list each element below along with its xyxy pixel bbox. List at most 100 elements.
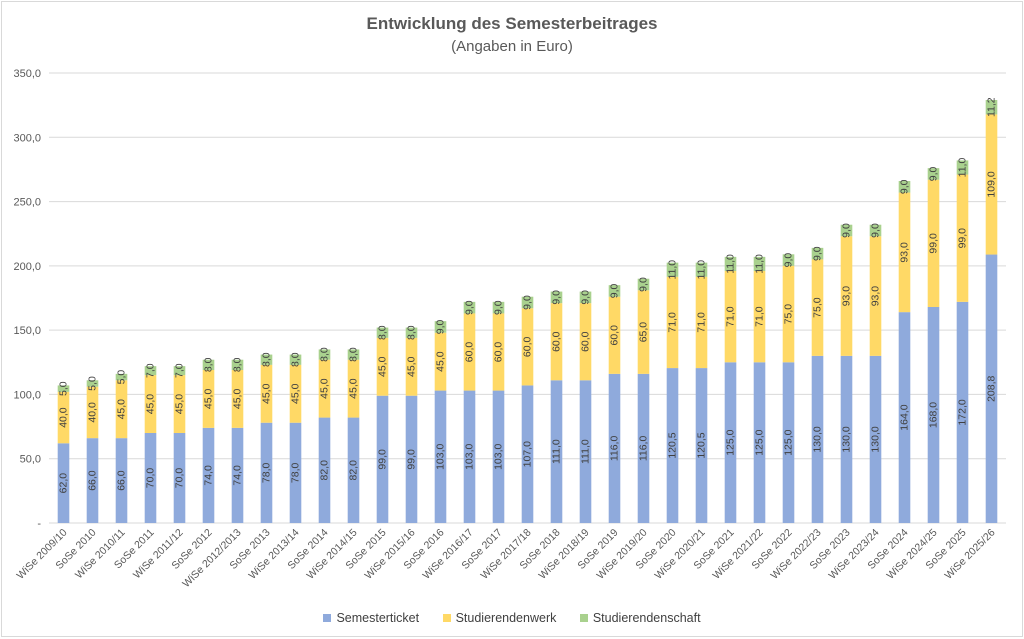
data-label: 11,0 xyxy=(754,254,766,274)
bar-segment-studierendenschaft xyxy=(608,285,621,297)
bar-segment-studierendenwerk xyxy=(260,364,273,423)
data-label: 62,0 xyxy=(58,473,70,494)
bar-segment-studierendenschaft xyxy=(724,256,737,271)
data-label: 93,0 xyxy=(899,242,911,263)
legend-item-studierendenschaft: Studierendenschaft xyxy=(579,611,701,625)
bar-segment-semesterticket xyxy=(318,417,331,523)
data-label: 40,0 xyxy=(58,407,70,428)
bar-segment-semesterticket xyxy=(840,355,853,523)
bar-segment-studierendenschaft xyxy=(144,366,157,376)
bar-segment-studierendenwerk xyxy=(550,303,563,381)
data-label: 40,0 xyxy=(87,402,99,423)
data-label: 66,0 xyxy=(116,470,128,491)
data-label: 8,0 xyxy=(290,352,302,367)
data-label: 5,0 xyxy=(87,376,99,391)
bar-segment-studierendenschaft xyxy=(289,354,302,365)
bar-segment-studierendenwerk xyxy=(202,370,215,428)
bar-segment-studierendenschaft xyxy=(463,301,476,314)
data-label: 45,0 xyxy=(348,378,360,399)
data-label: 9,0 xyxy=(580,290,592,305)
legend-swatch-studierendenschaft xyxy=(579,614,588,622)
data-label: 125,0 xyxy=(783,429,795,455)
data-label: 74,0 xyxy=(232,465,244,486)
data-label: 45,0 xyxy=(145,394,157,415)
bar-segment-studierendenwerk xyxy=(86,386,99,439)
bar-segment-studierendenschaft xyxy=(840,224,853,237)
bar-segment-semesterticket xyxy=(753,362,766,523)
bar-segment-studierendenwerk xyxy=(376,337,389,396)
y-tick-label: 350,0 xyxy=(13,68,41,80)
data-label: 9,0 xyxy=(551,290,563,305)
data-label: 9,0 xyxy=(435,319,447,334)
bar-segment-studierendenschaft xyxy=(173,366,186,376)
data-label: 45,0 xyxy=(406,356,418,377)
bar-segment-studierendenwerk xyxy=(724,271,737,363)
data-label: 5,0 xyxy=(116,370,128,385)
data-label: 45,0 xyxy=(174,394,186,415)
bar-segment-studierendenwerk xyxy=(985,114,998,255)
data-label: 71,0 xyxy=(696,312,708,333)
data-label: 5,0 xyxy=(58,381,70,396)
bar-segment-semesterticket xyxy=(260,422,273,523)
data-label: 111,0 xyxy=(551,439,563,464)
bar-segment-semesterticket xyxy=(289,422,302,523)
stacked-bar-chart: - 50,0 100,0 150,0 200,0 250,0 300,0 350,0 62,0 4… xyxy=(13,68,1006,590)
bar-segment-semesterticket xyxy=(347,417,360,523)
data-label: 82,0 xyxy=(348,460,360,481)
bar-segment-studierendenschaft xyxy=(550,291,563,304)
bar-segment-studierendenwerk xyxy=(463,313,476,391)
bar-segment-studierendenwerk xyxy=(927,179,940,307)
bar-segment-studierendenschaft xyxy=(231,359,244,370)
data-label: 99,0 xyxy=(377,449,389,470)
data-label: 11,2 xyxy=(986,97,998,117)
bar-segment-studierendenschaft xyxy=(811,247,824,260)
bar-segment-studierendenwerk xyxy=(956,174,969,302)
legend-label-studierendenwerk: Studierendenwerk xyxy=(455,611,557,625)
data-label: 109,0 xyxy=(986,171,998,197)
data-label: 71,0 xyxy=(725,306,737,327)
bar-segment-studierendenwerk xyxy=(811,259,824,356)
legend-swatch-studierendenwerk xyxy=(442,614,451,622)
bar-segment-studierendenschaft xyxy=(347,349,360,360)
bar-segment-semesterticket xyxy=(869,355,882,523)
bar-segment-studierendenschaft xyxy=(202,359,215,370)
bar-segment-studierendenwerk xyxy=(869,236,882,356)
bar-segment-semesterticket xyxy=(521,385,534,523)
y-tick-label: 300,0 xyxy=(13,132,41,144)
data-label: 8,0 xyxy=(406,325,418,340)
legend-swatch-semesterticket xyxy=(323,614,332,622)
data-label: 9,0 xyxy=(812,246,824,261)
data-label: 45,0 xyxy=(319,378,331,399)
data-label: 70,0 xyxy=(145,468,157,489)
bar-segment-studierendenschaft xyxy=(985,100,998,115)
data-label: 107,0 xyxy=(522,441,534,467)
data-label: 11,0 xyxy=(667,260,679,280)
data-label: 9,0 xyxy=(841,223,853,238)
data-label: 11,0 xyxy=(725,254,737,274)
data-label: 45,0 xyxy=(116,399,128,420)
bar-segment-studierendenwerk xyxy=(231,370,244,428)
data-label: 8,0 xyxy=(232,357,244,372)
y-tick-label: 200,0 xyxy=(13,261,41,273)
bar-segment-studierendenwerk xyxy=(492,313,505,391)
bar-segment-studierendenschaft xyxy=(57,385,70,392)
data-label: 11,0 xyxy=(696,260,708,280)
data-label: 116,0 xyxy=(609,436,621,462)
data-label: 60,0 xyxy=(464,342,476,363)
data-label: 71,0 xyxy=(667,312,679,333)
data-label: 208,8 xyxy=(986,375,998,401)
bar-segment-semesterticket xyxy=(695,368,708,523)
data-label: 45,0 xyxy=(203,389,215,410)
data-label: 164,0 xyxy=(899,404,911,430)
data-label: 9,0 xyxy=(928,166,940,181)
data-label: 9,0 xyxy=(464,300,476,315)
data-label: 60,0 xyxy=(522,336,534,357)
bar-segment-semesterticket xyxy=(57,443,70,523)
bar-segment-semesterticket xyxy=(666,368,679,523)
bar-segment-studierendenschaft xyxy=(666,262,679,277)
data-label: 168,0 xyxy=(928,402,940,428)
bar-segment-studierendenschaft xyxy=(753,256,766,271)
data-label: 99,0 xyxy=(928,233,940,254)
data-label: 9,0 xyxy=(783,253,795,268)
bar-segment-semesterticket xyxy=(202,427,215,523)
